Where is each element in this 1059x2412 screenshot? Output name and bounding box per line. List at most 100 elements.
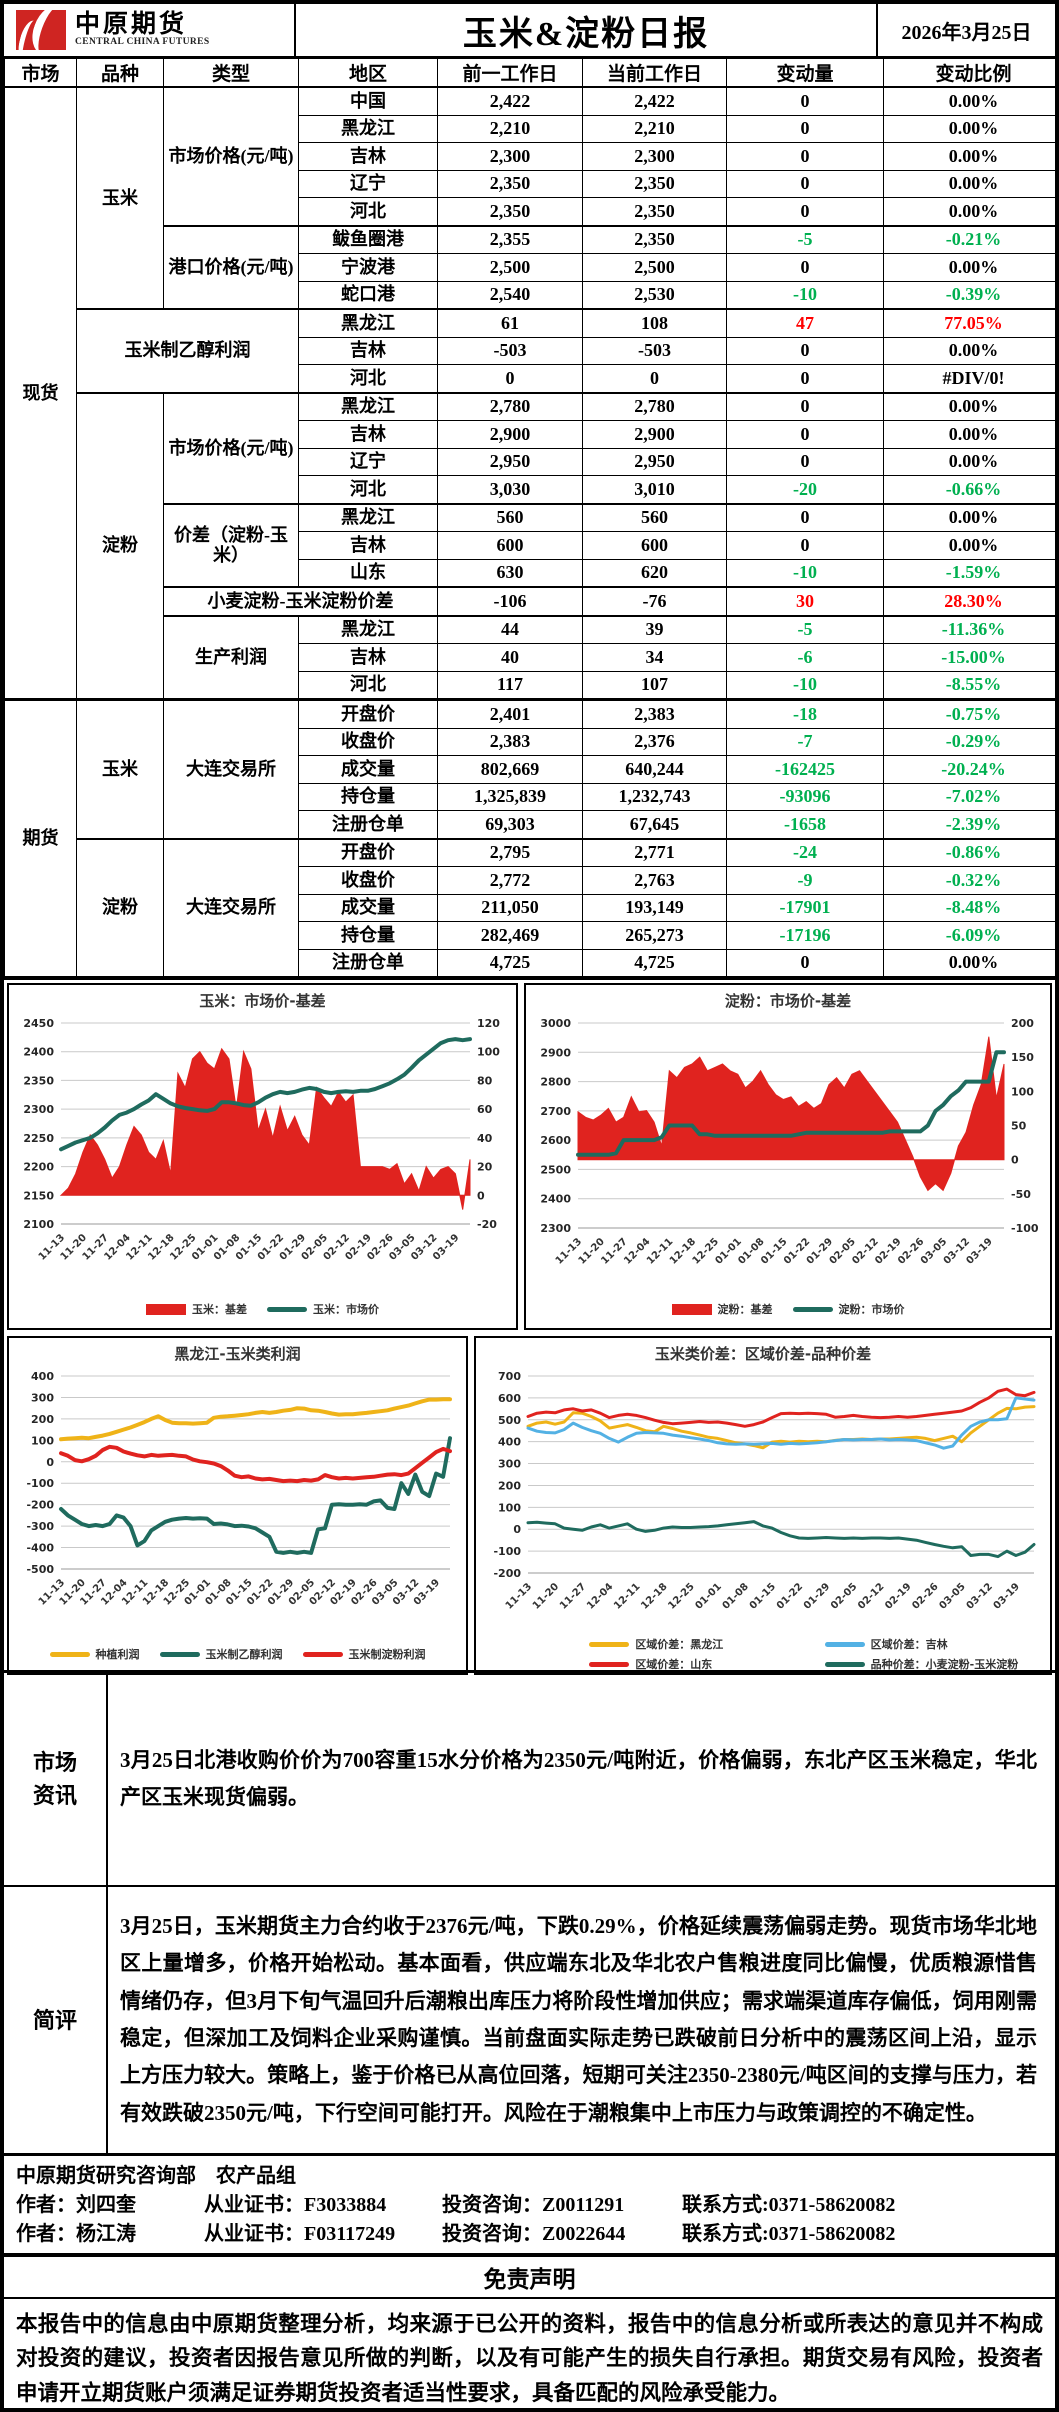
svg-text:2150: 2150 xyxy=(23,1189,54,1202)
table-cell: 2,401 xyxy=(437,698,583,729)
svg-text:02-19: 02-19 xyxy=(883,1581,913,1611)
table-cell: 2,900 xyxy=(582,420,727,449)
table-cell: 69,303 xyxy=(437,810,583,839)
table-cell: -20 xyxy=(726,475,884,504)
column-header: 品种 xyxy=(76,58,164,88)
svg-text:11-20: 11-20 xyxy=(531,1581,561,1611)
table-cell: 0.00% xyxy=(883,531,1055,560)
table-cell: 2,500 xyxy=(437,253,583,282)
legend-swatch-icon xyxy=(267,1306,307,1312)
table-cell: 1,325,839 xyxy=(437,782,583,811)
svg-text:01-22: 01-22 xyxy=(775,1581,805,1611)
table-cell: -1.59% xyxy=(883,558,1055,588)
table-cell: 0.00% xyxy=(883,391,1055,421)
table-row: 成交量 211,050 193,149 -17901 -8.48% xyxy=(5,893,1055,922)
table-cell: 193,149 xyxy=(582,893,727,922)
legend-swatch-icon xyxy=(159,1651,200,1657)
table-cell: 0 xyxy=(726,391,884,421)
table-cell: 0 xyxy=(726,364,884,393)
table-group-cell: 现货 xyxy=(4,86,77,700)
table-cell: 河北 xyxy=(298,475,438,504)
table-cell: -162425 xyxy=(726,755,884,784)
company-name: 中原期货 CENTRAL CHINA FUTURES xyxy=(75,10,210,48)
table-row: 成交量 802,669 640,244 -162425 -20.24% xyxy=(5,755,1055,784)
legend-swatch-icon xyxy=(824,1661,865,1667)
table-cell: -76 xyxy=(582,586,727,616)
comment-paragraph: 3月25日，玉米期货主力合约收于2376元/吨，下跌0.29%，价格延续震荡偏弱… xyxy=(120,1913,1037,2125)
table-cell: 中国 xyxy=(298,86,438,116)
data-table: 市场 品种 类型 地区 前一工作日 当前工作日 变动量 变动比例 现货 玉米 市场价格(元/吨) 中… xyxy=(4,58,1055,977)
table-cell: #DIV/0! xyxy=(883,364,1055,393)
table-cell: -503 xyxy=(437,336,583,365)
legend-label: 区域价差：山东 xyxy=(635,1658,713,1671)
svg-text:300: 300 xyxy=(31,1391,54,1404)
svg-text:01-15: 01-15 xyxy=(748,1581,778,1611)
table-cell: 282,469 xyxy=(437,921,583,950)
svg-text:2200: 2200 xyxy=(23,1161,54,1174)
table-cell: -0.29% xyxy=(883,727,1055,756)
table-cell: 2,780 xyxy=(582,391,727,421)
company-name-en: CENTRAL CHINA FUTURES xyxy=(75,37,210,48)
svg-text:03-19: 03-19 xyxy=(992,1581,1022,1611)
table-cell: 2,950 xyxy=(582,447,727,476)
table-group-cell: 市场价格(元/吨) xyxy=(163,391,299,504)
table-group-cell: 小麦淀粉-玉米淀粉价差 xyxy=(163,586,438,616)
table-cell: 0 xyxy=(726,142,884,171)
table-cell: -8.48% xyxy=(883,893,1055,922)
charts-row-bottom: 黑龙江-玉米类利润 -500 -400 -300 -200 -100 0 100 200 300… xyxy=(4,1333,1055,1678)
column-header: 变动量 xyxy=(726,58,884,88)
table-cell: 0.00% xyxy=(883,86,1055,116)
svg-text:300: 300 xyxy=(498,1458,521,1471)
legend-item: 玉米制淀粉利润 xyxy=(302,1646,426,1662)
svg-text:0: 0 xyxy=(46,1456,54,1469)
table-cell: 620 xyxy=(582,558,727,588)
svg-text:80: 80 xyxy=(477,1074,493,1087)
table-cell: -0.39% xyxy=(883,280,1055,310)
table-cell: 560 xyxy=(437,502,583,532)
svg-text:01-08: 01-08 xyxy=(721,1581,751,1611)
table-cell: 2,300 xyxy=(437,142,583,171)
author-field: 投资咨询：Z0011291 xyxy=(442,2194,625,2216)
company-logo-icon xyxy=(16,10,66,50)
table-cell: 34 xyxy=(582,643,727,672)
svg-text:-200: -200 xyxy=(26,1499,54,1512)
legend-item: 区域价差：山东 xyxy=(589,1656,712,1672)
svg-text:40: 40 xyxy=(477,1132,493,1145)
table-cell: -0.21% xyxy=(883,224,1055,254)
legend-label: 种植利润 xyxy=(95,1648,140,1661)
table-cell: -17196 xyxy=(726,921,884,950)
authors-footer: 中原期货研究咨询部 农产品组 作者：刘四奎 从业证书：F3033884 投资咨询：Z… xyxy=(4,2153,1055,2253)
svg-text:2600: 2600 xyxy=(540,1134,571,1147)
table-cell: 47 xyxy=(726,308,884,338)
table-cell: 吉林 xyxy=(298,643,438,672)
chart-canvas: 2300 2400 2500 2600 2700 2800 2900 3000 -100 -50 0… xyxy=(540,1017,1038,1267)
column-header: 地区 xyxy=(298,58,438,88)
table-cell: 30 xyxy=(726,586,884,616)
market-info-label-text: 市场资讯 xyxy=(32,1750,77,1808)
svg-text:-300: -300 xyxy=(26,1520,54,1533)
author-line: 作者：刘四奎 从业证书：F3033884 投资咨询：Z0011291 联系方式:037… xyxy=(16,2191,1055,2220)
svg-text:12-25: 12-25 xyxy=(666,1581,696,1611)
table-cell: 2,383 xyxy=(582,698,727,729)
table-cell: -5 xyxy=(726,614,884,644)
table-cell: 辽宁 xyxy=(298,447,438,476)
table-row: 淀粉 市场价格(元/吨) 黑龙江 2,780 2,780 0 0.00% xyxy=(5,391,1055,700)
market-info-label: 市场资讯 xyxy=(4,1673,108,1885)
table-cell: -24 xyxy=(726,837,884,867)
table-head: 市场 品种 类型 地区 前一工作日 当前工作日 变动量 变动比例 xyxy=(4,58,1055,88)
company-name-cn: 中原期货 xyxy=(75,10,188,38)
table-cell: 1,232,743 xyxy=(582,782,727,811)
table-cell: 2,300 xyxy=(582,142,727,171)
table-cell: -15.00% xyxy=(883,643,1055,672)
svg-text:2500: 2500 xyxy=(540,1163,571,1176)
svg-text:120: 120 xyxy=(477,1017,500,1030)
table-cell: 4,725 xyxy=(582,948,727,977)
table-cell: -0.86% xyxy=(883,837,1055,867)
table-group-cell: 淀粉 xyxy=(76,837,164,977)
table-row: 吉林 2,900 2,900 0 0.00% xyxy=(5,420,1055,449)
table-cell: 0 xyxy=(726,253,884,282)
table-group-cell: 淀粉 xyxy=(76,391,164,700)
svg-text:0: 0 xyxy=(1011,1154,1019,1167)
table-cell: 0.00% xyxy=(883,948,1055,977)
svg-text:2800: 2800 xyxy=(540,1076,571,1089)
